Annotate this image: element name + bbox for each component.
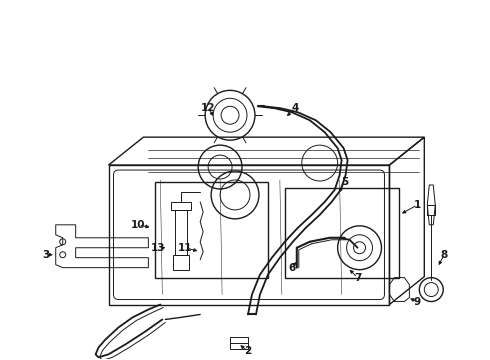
Text: 7: 7 xyxy=(354,273,361,283)
Text: 11: 11 xyxy=(178,243,193,253)
Bar xyxy=(285,188,399,278)
Text: 13: 13 xyxy=(151,243,166,253)
Bar xyxy=(230,337,248,349)
Text: 2: 2 xyxy=(245,346,251,356)
Text: 4: 4 xyxy=(291,103,298,113)
Text: 10: 10 xyxy=(131,220,146,230)
Text: 12: 12 xyxy=(201,103,216,113)
Text: 9: 9 xyxy=(414,297,421,306)
Text: 3: 3 xyxy=(42,250,49,260)
Text: 8: 8 xyxy=(441,250,448,260)
Text: 6: 6 xyxy=(288,263,295,273)
Text: 5: 5 xyxy=(341,177,348,187)
Text: 1: 1 xyxy=(414,200,421,210)
Bar xyxy=(155,182,268,278)
